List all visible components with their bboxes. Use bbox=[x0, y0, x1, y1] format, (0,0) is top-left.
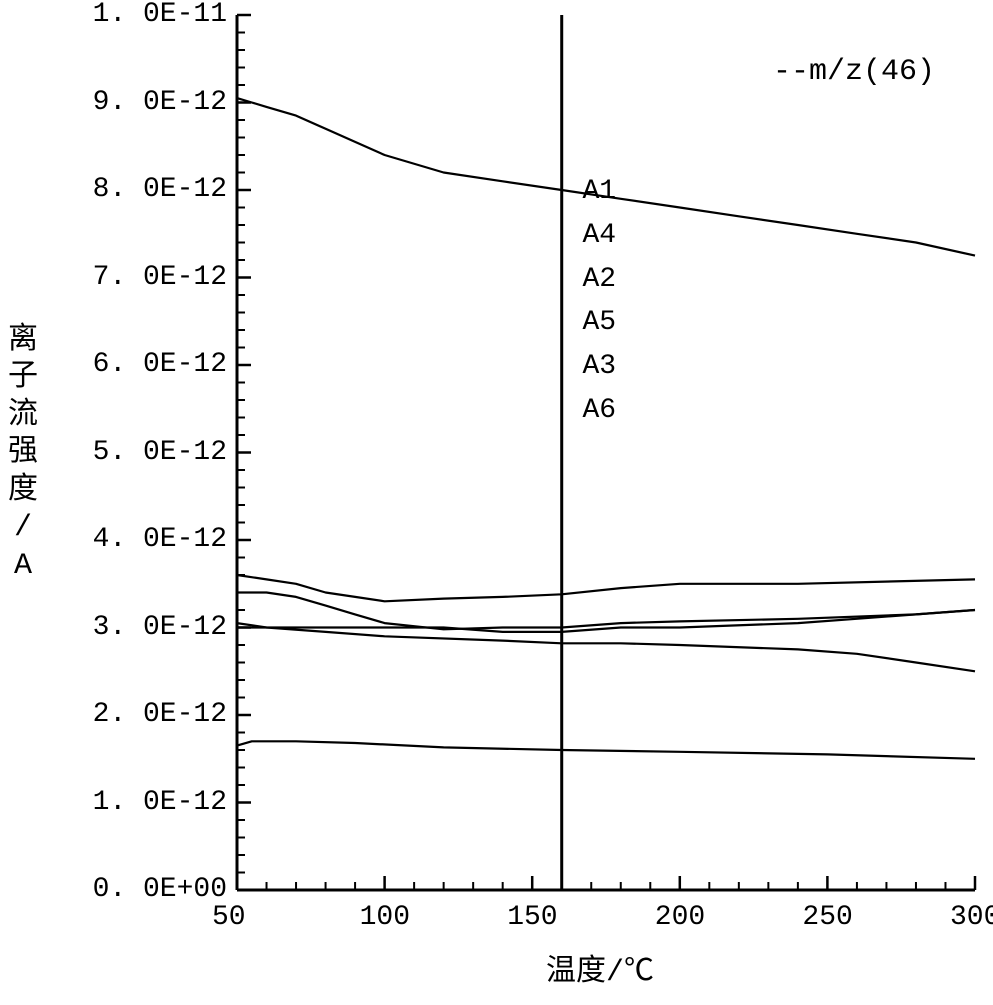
series-annotation: A1 bbox=[582, 176, 616, 207]
x-tick-label: 150 bbox=[507, 902, 557, 933]
series-annotation: A4 bbox=[582, 220, 616, 251]
y-tick-label: 7. 0E-12 bbox=[93, 262, 227, 293]
x-tick-label: 100 bbox=[360, 902, 410, 933]
y-tick-label: 2. 0E-12 bbox=[93, 699, 227, 730]
y-tick-label: 5. 0E-12 bbox=[93, 437, 227, 468]
y-tick-label: 1. 0E-12 bbox=[93, 787, 227, 818]
y-tick-label: 3. 0E-12 bbox=[93, 612, 227, 643]
line-chart: 离子流强度/A 温度/℃ --m/z(46) 0. 0E+00 1. 0E-12 2… bbox=[0, 0, 993, 1000]
x-tick-label: 300 bbox=[950, 902, 993, 933]
series-annotation: A6 bbox=[582, 395, 616, 426]
y-axis-label: 离子流强度/A bbox=[5, 323, 41, 586]
x-axis-label: 温度/℃ bbox=[546, 945, 654, 990]
y-tick-label: 8. 0E-12 bbox=[93, 174, 227, 205]
series-annotation: A2 bbox=[582, 264, 616, 295]
y-tick-label: 9. 0E-12 bbox=[93, 87, 227, 118]
series-annotation: A3 bbox=[582, 351, 616, 382]
x-tick-label: 200 bbox=[655, 902, 705, 933]
series-annotation: A5 bbox=[582, 307, 616, 338]
legend-label: --m/z(46) bbox=[773, 55, 935, 89]
x-tick-label: 250 bbox=[802, 902, 852, 933]
y-tick-label: 0. 0E+00 bbox=[93, 874, 227, 905]
chart-svg bbox=[0, 0, 993, 1000]
y-tick-label: 6. 0E-12 bbox=[93, 349, 227, 380]
x-tick-label: 50 bbox=[212, 902, 246, 933]
y-tick-label: 4. 0E-12 bbox=[93, 524, 227, 555]
y-tick-label: 1. 0E-11 bbox=[93, 0, 227, 30]
